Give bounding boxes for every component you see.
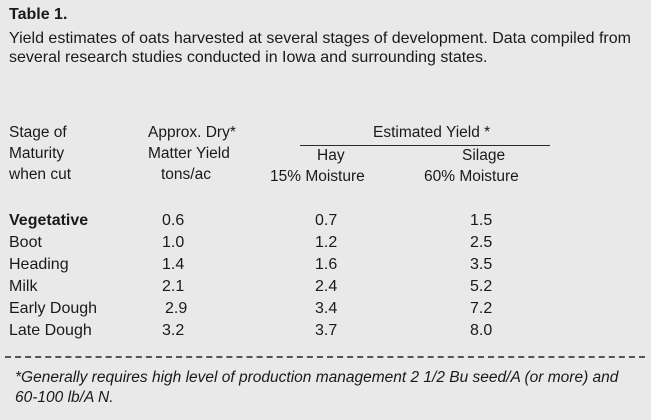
row-dry: 2.1: [162, 278, 185, 295]
row-hay: 1.6: [315, 256, 338, 273]
row-silage: 2.5: [470, 234, 493, 251]
header-dry-line-2: Matter Yield: [148, 145, 230, 162]
header-hay-moisture: 15% Moisture: [270, 168, 365, 185]
header-dry-line-3: tons/ac: [161, 166, 211, 183]
row-hay: 3.7: [315, 322, 338, 339]
row-silage: 7.2: [470, 300, 493, 317]
row-dry: 0.6: [162, 212, 185, 229]
row-silage: 5.2: [470, 278, 493, 295]
row-stage: Vegetative: [9, 212, 89, 229]
row-dry: 1.0: [162, 234, 185, 251]
footnote: *Generally requires high level of produc…: [15, 369, 619, 406]
row-stage: Early Dough: [9, 300, 98, 317]
row-hay: 3.4: [315, 300, 338, 317]
header-dry-line-1: Approx. Dry*: [148, 124, 236, 141]
row-stage: Late Dough: [9, 322, 92, 339]
row-silage: 3.5: [470, 256, 493, 273]
row-silage: 1.5: [470, 212, 493, 229]
row-stage: Milk: [9, 278, 38, 295]
row-silage: 8.0: [470, 322, 493, 339]
row-dry: 1.4: [162, 256, 185, 273]
header-hay: Hay: [317, 147, 345, 164]
header-span-rule: [300, 145, 550, 146]
row-dry: 2.9: [165, 300, 188, 317]
row-stage: Boot: [9, 234, 42, 251]
row-hay: 2.4: [315, 278, 338, 295]
header-silage-moisture: 60% Moisture: [424, 168, 519, 185]
header-estimated-yield: Estimated Yield *: [373, 124, 491, 141]
header-silage: Silage: [462, 147, 506, 164]
table-title: Table 1.: [9, 6, 68, 23]
row-hay: 0.7: [315, 212, 338, 229]
header-stage-line-3: when cut: [9, 166, 72, 183]
row-dry: 3.2: [162, 322, 185, 339]
header-stage-line-1: Stage of: [9, 124, 67, 141]
row-stage: Heading: [9, 256, 69, 273]
table-caption: Yield estimates of oats harvested at sev…: [9, 30, 631, 66]
row-hay: 1.2: [315, 234, 338, 251]
footnote-divider: [5, 356, 645, 358]
header-stage-line-2: Maturity: [9, 145, 65, 162]
